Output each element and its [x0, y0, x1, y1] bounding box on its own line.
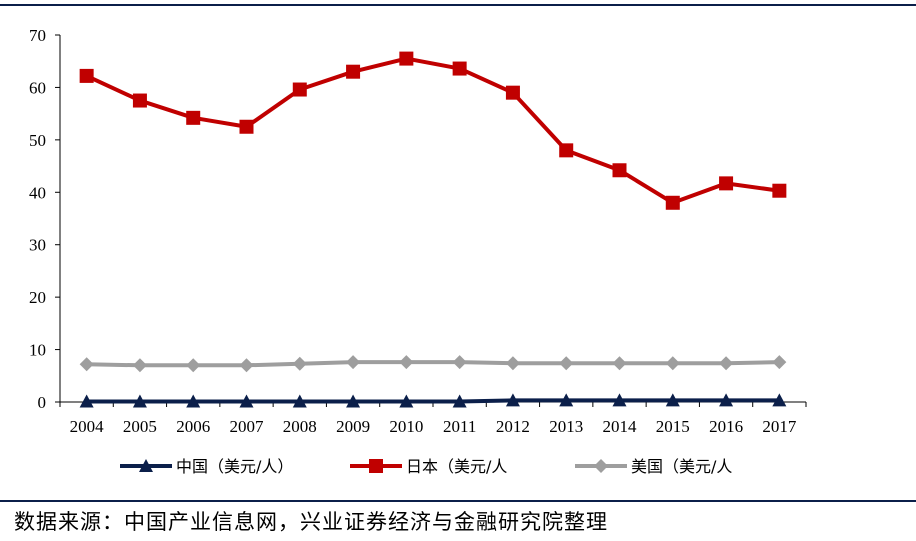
legend-swatch-marker	[369, 459, 383, 473]
data-point	[452, 394, 467, 408]
legend-item-1: 日本（美元/人	[350, 457, 507, 476]
series-line	[85, 56, 780, 205]
x-tick-label: 2010	[389, 417, 423, 436]
x-tick-label: 2013	[549, 417, 583, 436]
data-point	[719, 176, 734, 191]
data-point	[665, 195, 680, 210]
data-point	[719, 356, 734, 371]
data-point	[559, 356, 574, 371]
data-point	[79, 68, 94, 83]
bottom-rule	[0, 500, 916, 502]
data-point	[292, 394, 307, 408]
data-point	[292, 356, 307, 371]
data-point	[186, 358, 201, 373]
data-point	[612, 356, 627, 371]
top-rule	[0, 4, 916, 6]
data-point	[772, 183, 787, 198]
x-tick-label: 2005	[123, 417, 157, 436]
series-0	[79, 393, 787, 408]
x-tick-label: 2006	[176, 417, 210, 436]
x-tick-label: 2008	[283, 417, 317, 436]
data-point	[239, 358, 254, 373]
data-point	[505, 393, 520, 407]
data-point	[612, 163, 627, 178]
data-point	[186, 394, 201, 408]
y-tick-label: 40	[29, 183, 46, 202]
legend-label: 中国（美元/人）	[176, 457, 293, 476]
data-point	[346, 394, 361, 408]
x-tick-label: 2011	[443, 417, 476, 436]
series-line	[86, 360, 780, 368]
data-point	[239, 119, 254, 134]
chart-legend: 中国（美元/人） 日本（美元/人 美国（美元/人	[120, 457, 732, 476]
data-point	[346, 355, 361, 370]
data-point	[772, 393, 787, 407]
legend-label: 日本（美元/人	[406, 457, 507, 476]
data-point	[559, 393, 574, 407]
x-tick-label: 2009	[336, 417, 370, 436]
source-note: 数据来源：中国产业信息网，兴业证券经济与金融研究院整理	[14, 510, 608, 534]
y-tick-label: 0	[38, 393, 47, 412]
x-tick-label: 2017	[762, 417, 797, 436]
y-tick-label: 60	[29, 78, 46, 97]
data-point	[79, 357, 94, 372]
y-tick-label: 50	[29, 131, 46, 150]
data-point	[612, 393, 627, 407]
data-point	[505, 356, 520, 371]
y-tick-label: 10	[29, 341, 46, 360]
data-point	[399, 394, 414, 408]
data-point	[665, 356, 680, 371]
data-point	[292, 82, 307, 97]
x-tick-label: 2016	[709, 417, 743, 436]
series-line	[86, 398, 780, 404]
chart-axes: 0 10 20 30 40 50 60 70 2004 2005 2006 2007 2008 2009 2…	[29, 26, 807, 436]
legend-swatch-marker	[594, 459, 608, 473]
y-tick-label: 70	[29, 26, 46, 45]
x-tick-label: 2012	[496, 417, 530, 436]
data-point	[505, 85, 520, 100]
data-point	[665, 393, 680, 407]
data-point	[132, 394, 147, 408]
data-point	[79, 394, 94, 408]
x-tick-label: 2007	[230, 417, 265, 436]
data-point	[772, 355, 787, 370]
data-point	[346, 64, 361, 79]
data-point	[719, 393, 734, 407]
data-point	[399, 355, 414, 370]
y-tick-label: 30	[29, 236, 46, 255]
data-point	[559, 143, 574, 158]
data-point	[132, 358, 147, 373]
line-chart: 0 10 20 30 40 50 60 70 2004 2005 2006 2007 2008 2009 2…	[29, 26, 807, 476]
chart-series	[79, 51, 787, 408]
y-tick-label: 20	[29, 288, 46, 307]
data-point	[239, 394, 254, 408]
data-point	[452, 355, 467, 370]
legend-label: 美国（美元/人	[631, 457, 732, 476]
series-2	[79, 355, 787, 373]
series-1	[79, 51, 787, 210]
data-point	[132, 93, 147, 108]
legend-item-0: 中国（美元/人）	[120, 457, 293, 476]
data-point	[186, 110, 201, 125]
data-point	[399, 51, 414, 66]
legend-item-2: 美国（美元/人	[575, 457, 732, 476]
legend-swatch-marker	[139, 459, 153, 472]
x-tick-label: 2004	[70, 417, 105, 436]
x-tick-label: 2014	[603, 417, 638, 436]
x-tick-label: 2015	[656, 417, 690, 436]
data-point	[452, 61, 467, 76]
